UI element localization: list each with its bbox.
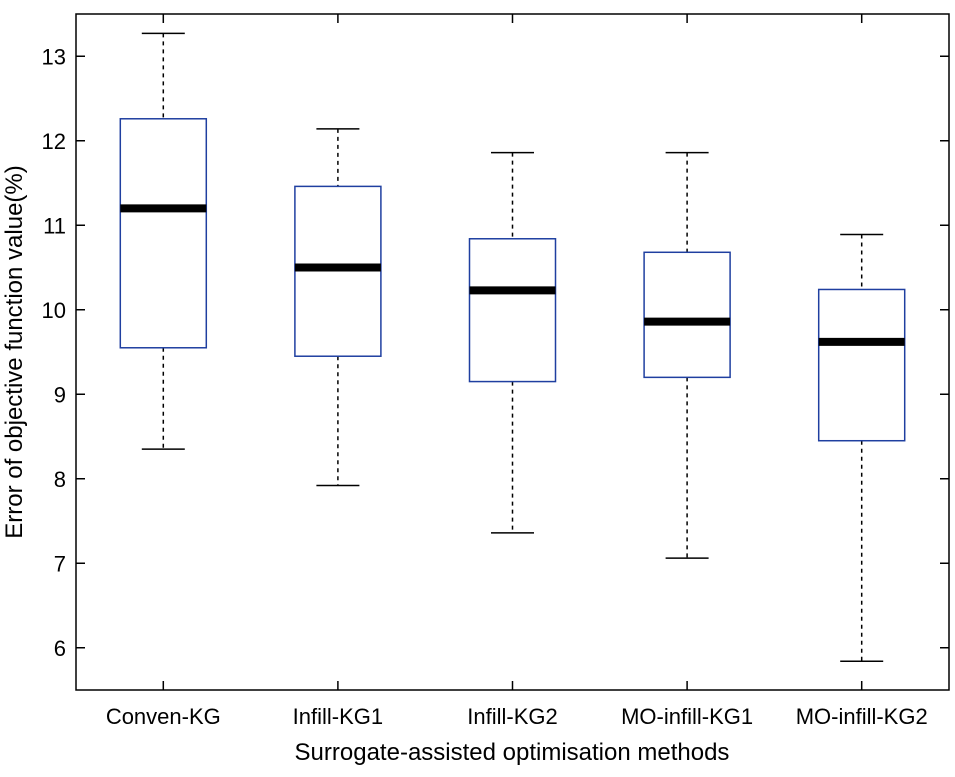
iqr-box: [643, 251, 731, 379]
y-axis: 6 7 8 9 10 11 12 13: [42, 44, 949, 661]
x-axis: Conven-KG Infill-KG1 Infill-KG2 MO-infill-K…: [106, 14, 928, 729]
boxes-layer: [119, 32, 906, 663]
iqr-box: [119, 118, 208, 349]
y-tick-label: 11: [43, 213, 66, 238]
y-tick-label: 13: [42, 44, 66, 69]
x-tick-label: Infill-KG1: [293, 704, 383, 729]
y-tick-label: 9: [54, 382, 66, 407]
box-group-3: [468, 151, 557, 534]
x-tick-label: Infill-KG2: [467, 704, 557, 729]
box-group-5: [817, 233, 906, 663]
y-tick-label: 12: [42, 129, 66, 154]
x-tick-label: MO-infill-KG2: [796, 704, 928, 729]
iqr-box: [468, 238, 557, 383]
y-tick-label: 6: [54, 636, 66, 661]
x-tick-label: MO-infill-KG1: [621, 704, 753, 729]
box-group-2: [294, 128, 382, 487]
y-tick-label: 8: [54, 467, 66, 492]
y-tick-label: 10: [42, 298, 66, 323]
x-axis-label: Surrogate-assisted optimisation methods: [295, 739, 730, 766]
box-group-4: [643, 151, 731, 559]
y-axis-label: Error of objective function value(%): [1, 165, 28, 539]
x-tick-label: Conven-KG: [106, 704, 221, 729]
box-group-1: [119, 32, 208, 450]
iqr-box: [817, 288, 906, 442]
y-tick-label: 7: [54, 551, 66, 576]
